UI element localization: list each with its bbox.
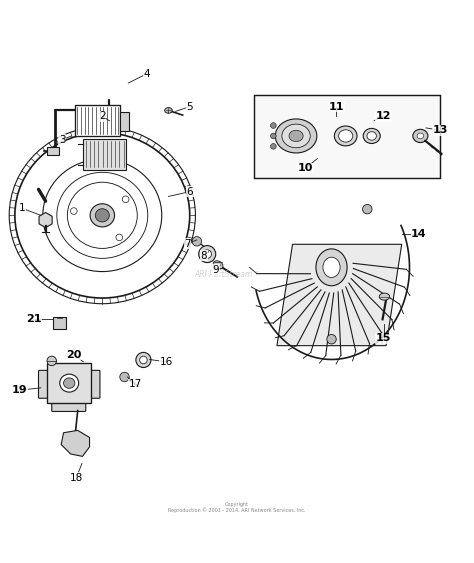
Text: 11: 11 — [328, 102, 344, 111]
Text: 9: 9 — [212, 265, 219, 275]
Circle shape — [120, 372, 129, 382]
Circle shape — [71, 208, 77, 215]
FancyBboxPatch shape — [75, 105, 120, 136]
Ellipse shape — [282, 124, 310, 148]
Text: 14: 14 — [411, 229, 427, 239]
Ellipse shape — [213, 261, 223, 269]
Text: 18: 18 — [70, 472, 83, 482]
Ellipse shape — [417, 133, 424, 138]
Polygon shape — [277, 244, 401, 346]
Circle shape — [47, 356, 56, 365]
Ellipse shape — [323, 257, 340, 278]
FancyBboxPatch shape — [38, 370, 50, 398]
Text: 17: 17 — [129, 379, 142, 389]
Text: 2: 2 — [99, 111, 106, 121]
Ellipse shape — [413, 129, 428, 142]
Text: 19: 19 — [12, 385, 27, 395]
Ellipse shape — [95, 209, 109, 222]
Text: 20: 20 — [66, 350, 82, 360]
Text: 10: 10 — [298, 163, 313, 173]
Ellipse shape — [316, 249, 347, 286]
Circle shape — [363, 204, 372, 214]
FancyBboxPatch shape — [47, 363, 91, 403]
Ellipse shape — [90, 204, 115, 227]
Ellipse shape — [64, 378, 75, 388]
FancyBboxPatch shape — [52, 399, 86, 412]
Ellipse shape — [379, 293, 390, 300]
Circle shape — [122, 196, 129, 203]
FancyBboxPatch shape — [120, 112, 129, 131]
Ellipse shape — [164, 108, 172, 113]
Ellipse shape — [60, 374, 79, 392]
Text: 7: 7 — [184, 239, 191, 249]
Text: 15: 15 — [376, 333, 391, 343]
Text: 13: 13 — [433, 125, 448, 135]
Circle shape — [116, 234, 123, 241]
Circle shape — [136, 352, 151, 368]
Circle shape — [271, 123, 276, 128]
Ellipse shape — [338, 130, 353, 142]
Circle shape — [140, 356, 147, 364]
FancyBboxPatch shape — [89, 370, 100, 398]
Text: 5: 5 — [186, 102, 193, 111]
Circle shape — [271, 133, 276, 138]
Ellipse shape — [334, 126, 357, 146]
Text: 8: 8 — [201, 251, 207, 261]
Text: 12: 12 — [376, 111, 391, 121]
Text: 3: 3 — [59, 135, 65, 145]
Polygon shape — [39, 212, 52, 227]
Ellipse shape — [15, 133, 190, 298]
Circle shape — [327, 334, 336, 344]
Circle shape — [271, 144, 276, 149]
Circle shape — [203, 250, 211, 258]
FancyBboxPatch shape — [46, 147, 59, 155]
Ellipse shape — [289, 130, 303, 142]
Text: ARI PartStream™: ARI PartStream™ — [195, 270, 261, 279]
Circle shape — [199, 245, 216, 262]
Text: 6: 6 — [186, 187, 193, 196]
Text: 16: 16 — [159, 357, 173, 367]
Text: 1: 1 — [18, 203, 25, 213]
FancyBboxPatch shape — [53, 318, 66, 329]
Polygon shape — [254, 95, 440, 177]
FancyBboxPatch shape — [83, 139, 126, 170]
Polygon shape — [61, 430, 90, 457]
Ellipse shape — [367, 132, 376, 140]
Text: Copyright
Reproduction © 2001 - 2014, ARI Network Services, Inc.: Copyright Reproduction © 2001 - 2014, AR… — [168, 502, 306, 513]
Text: 21: 21 — [26, 314, 42, 324]
Ellipse shape — [275, 119, 317, 153]
Text: 4: 4 — [144, 69, 151, 79]
Circle shape — [192, 236, 201, 246]
Ellipse shape — [363, 128, 380, 144]
